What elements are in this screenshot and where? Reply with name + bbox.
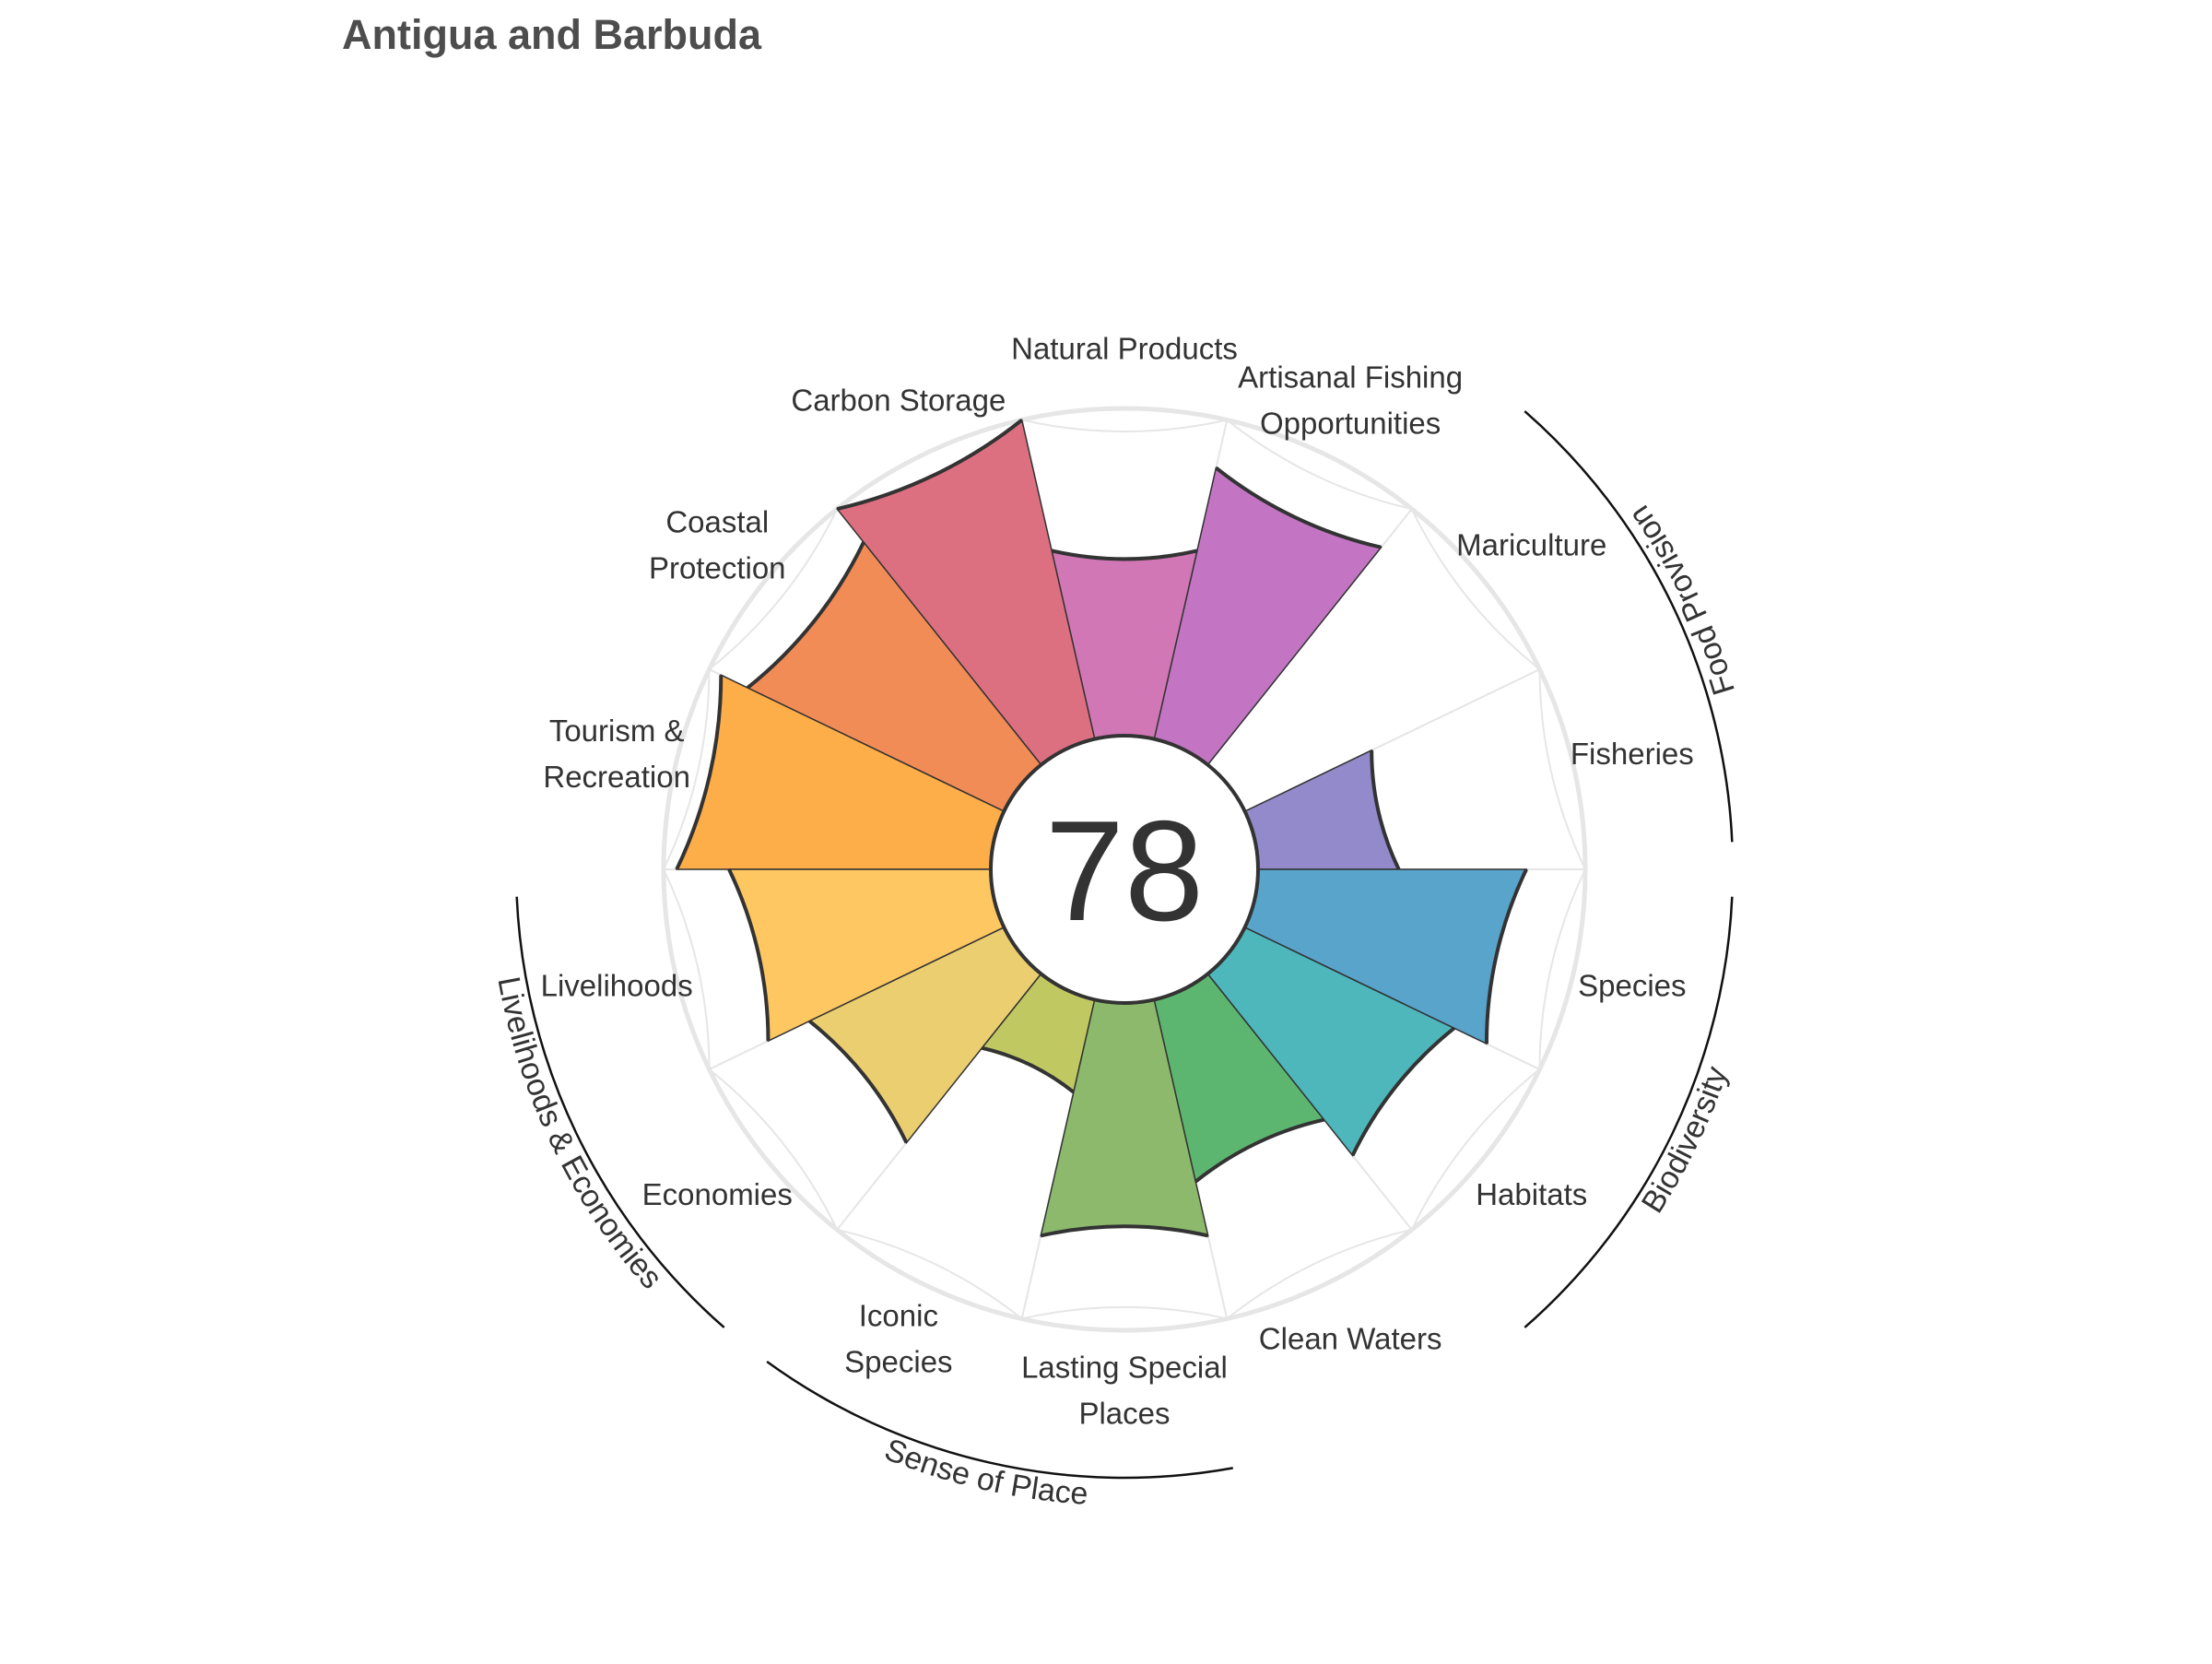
- label-livelihoods: Livelihoods: [541, 968, 693, 1002]
- petal-edge-clean-waters: [1194, 1117, 1325, 1184]
- label-species: Species: [1578, 968, 1686, 1002]
- petal-edge-coastal-protection: [746, 541, 865, 690]
- label-carbon-storage: Carbon Storage: [791, 384, 1006, 418]
- group-arc-bio: [1524, 896, 1734, 1328]
- petal-edge-carbon-storage: [836, 418, 1023, 512]
- label-clean-waters: Clean Waters: [1259, 1322, 1442, 1356]
- group-label-liveco: Livelihoods & Economies: [490, 974, 668, 1295]
- center-score: 78: [1045, 791, 1204, 950]
- petal-edge-artisanal-fishing: [1215, 466, 1382, 549]
- group-label-bio: Biodiversity: [1635, 1062, 1735, 1219]
- petal-edge-natural-products: [1051, 549, 1198, 561]
- group-arc-food: [1524, 410, 1734, 843]
- group-arc-liveco: [515, 896, 725, 1328]
- group-label-sense: Sense of Place: [880, 1432, 1089, 1512]
- label-coastal-protection: Coastal Protection: [649, 504, 786, 584]
- sector-labels: Fisheries Mariculture Artisanal Fishing Opp…: [541, 332, 1694, 1431]
- grid-outer-ring: [661, 406, 1588, 1333]
- petal-edge-habitats: [1350, 1026, 1455, 1157]
- label-natural-products: Natural Products: [1011, 332, 1238, 366]
- petal-edge-iconic-species: [981, 1045, 1076, 1094]
- petal-edge-lasting-special-places: [1040, 1224, 1209, 1238]
- label-tourism-recreation: Tourism & Recreation: [543, 714, 690, 794]
- petal-edge-species: [1484, 868, 1528, 1044]
- chart-title: Antigua and Barbuda: [342, 11, 762, 58]
- label-iconic-species: Iconic Species: [844, 1299, 952, 1379]
- petal-edge-economies: [808, 1020, 909, 1144]
- label-lasting-special-places: Lasting Special Places: [1021, 1351, 1228, 1431]
- group-arc-sense: [766, 1360, 1233, 1480]
- label-fisheries: Fisheries: [1571, 737, 1694, 771]
- group-label-food: Food Provision: [1622, 499, 1742, 699]
- label-habitats: Habitats: [1476, 1177, 1587, 1211]
- label-economies: Economies: [642, 1177, 793, 1211]
- petal-edge-tourism-recreation: [675, 675, 724, 870]
- label-artisanal-fishing: Artisanal Fishing Opportunities: [1238, 360, 1463, 441]
- petal-edge-livelihoods: [727, 868, 771, 1042]
- center-circle: [989, 734, 1260, 1005]
- petal-edge-fisheries: [1370, 749, 1401, 870]
- petals: [675, 418, 1528, 1238]
- label-mariculture: Mariculture: [1456, 527, 1606, 561]
